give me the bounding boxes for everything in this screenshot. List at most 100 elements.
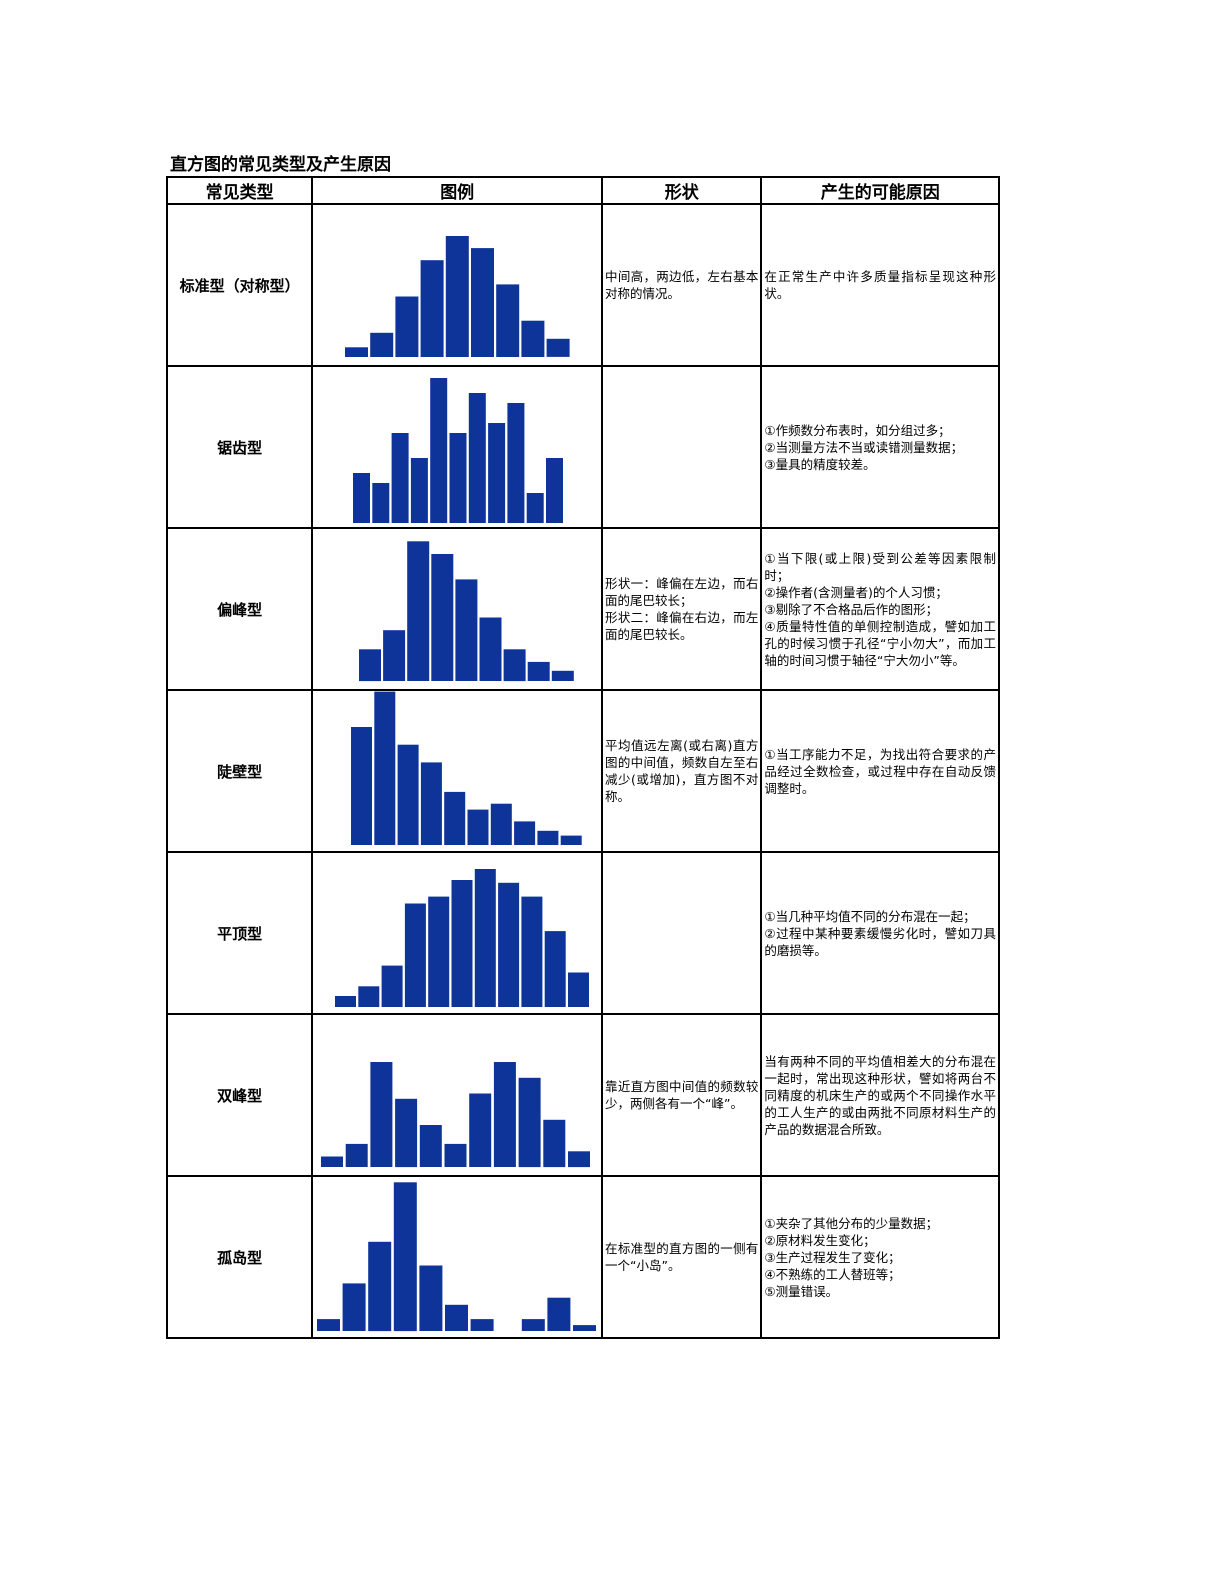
cause-description: ①夹杂了其他分布的少量数据； ②原材料发生变化； ③生产过程发生了变化； ④不熟练的工… [760, 1175, 1000, 1339]
histogram-bar [317, 1319, 341, 1331]
histogram-bar [521, 896, 543, 1007]
histogram-bar [397, 744, 419, 845]
histogram-bar [395, 1098, 418, 1168]
histogram-bar [545, 931, 567, 1007]
cause-line: ④不熟练的工人替班等； [764, 1266, 901, 1282]
table-row: 标准型（对称型） 中间高，两边低，左右基本对称的情况。 在正常生产中许多质量指标呈现… [165, 203, 1000, 367]
histogram-bar [573, 1325, 597, 1331]
histogram-bar [471, 248, 495, 357]
histogram-type-name: 孤岛型 [165, 1175, 314, 1339]
cause-line: ①夹杂了其他分布的少量数据； [764, 1215, 939, 1231]
cause-line: ②过程中某种要素缓慢劣化时，譬如刀具的磨损等。 [764, 925, 996, 958]
header-row: 常见类型 图例 形状 产生的可能原因 [165, 176, 1000, 205]
histogram-bar [469, 393, 487, 523]
histogram-bar [470, 1319, 494, 1331]
histogram-bar [431, 554, 454, 681]
histogram-bar [522, 1319, 546, 1331]
histogram-bar [488, 423, 506, 523]
histogram-type-name: 偏峰型 [165, 527, 314, 691]
histogram-bar [552, 670, 575, 681]
histogram-bar [479, 617, 502, 681]
cause-line: ②操作者(含测量者)的个人习惯； [764, 584, 948, 600]
cause-description: ①当工序能力不足，为找出符合要求的产品经过全数检查，或过程中存在自动反馈调整时。 [760, 689, 1000, 853]
histogram-bar [446, 236, 470, 357]
histogram-chart [317, 1182, 597, 1332]
cause-description: ①当下限(或上限)受到公差等因素限制时； ②操作者(含测量者)的个人习惯； ③剔除了… [760, 527, 1000, 691]
shape-line: 形状二：峰偏在右边，而左面的尾巴较长。 [605, 610, 759, 642]
histogram-example-cell [311, 527, 604, 691]
histogram-example-cell [311, 365, 604, 529]
histogram-chart [359, 541, 575, 682]
histogram-bar [346, 1143, 369, 1167]
cause-line: ①当下限(或上限)受到公差等因素限制时； [764, 550, 996, 583]
histogram-bar [537, 830, 559, 845]
histogram-type-name: 双峰型 [165, 1013, 314, 1177]
histogram-bar [405, 903, 427, 1007]
histogram-bar [568, 1151, 591, 1168]
histogram-bar [444, 791, 466, 845]
cause-line: ③剔除了不合格品后作的图形； [764, 601, 939, 617]
histogram-bar [430, 378, 448, 523]
histogram-bar [358, 986, 380, 1007]
cause-line: ①当几种平均值不同的分布混在一起； [764, 908, 976, 924]
histogram-bar [444, 1143, 467, 1167]
shape-line: 平均值远左离(或右离)直方图的中间值，频数自左至右减少(或增加)，直方图不对称。 [605, 738, 759, 804]
histogram-bar [391, 433, 409, 523]
shape-line: 在标准型的直方图的一侧有一个“小岛”。 [605, 1241, 759, 1273]
histogram-bar [372, 483, 390, 523]
cause-description: 在正常生产中许多质量指标呈现这种形状。 [760, 203, 1000, 367]
histogram-bar [419, 1265, 443, 1331]
histogram-bar [546, 458, 564, 523]
histogram-bar [381, 965, 403, 1007]
histogram-example-cell [311, 851, 604, 1015]
histogram-bar [491, 803, 513, 845]
histogram-types-table: 常见类型 图例 形状 产生的可能原因 标准型（对称型） 中间高，两边低，左右基本对… [165, 176, 1000, 1339]
histogram-bar [321, 1156, 344, 1167]
table-row: 偏峰型 形状一：峰偏在左边，而右面的尾巴较长； 形状二：峰偏在右边，而左面的尾巴较长… [165, 527, 1000, 691]
shape-description: 形状一：峰偏在左边，而右面的尾巴较长； 形状二：峰偏在右边，而左面的尾巴较长。 [601, 527, 763, 691]
header-example: 图例 [311, 176, 604, 205]
document-title: 直方图的常见类型及产生原因 [170, 155, 391, 175]
cause-line: ③量具的精度较差。 [764, 456, 876, 472]
histogram-example-cell [311, 203, 604, 367]
cause-line: ②原材料发生变化； [764, 1232, 876, 1248]
cause-line: 当有两种不同的平均值相差大的分布混在一起时，常出现这种形状，譬如将两台不同精度的… [764, 1053, 996, 1137]
histogram-example-cell [311, 1175, 604, 1339]
shape-description: 靠近直方图中间值的频数较少，两侧各有一个“峰”。 [601, 1013, 763, 1177]
histogram-bar [407, 541, 430, 681]
histogram-bar [428, 896, 450, 1007]
histogram-bar [374, 691, 396, 845]
histogram-bar [342, 1283, 366, 1331]
cause-line: ④质量特性值的单侧控制造成，譬如加工孔的时候习惯于孔径“宁小勿大”，而加工轴的时… [764, 618, 996, 668]
histogram-bar [359, 649, 382, 682]
table-row: 陡壁型 平均值远左离(或右离)直方图的中间值，频数自左至右减少(或增加)，直方图不… [165, 689, 1000, 853]
histogram-type-name: 平顶型 [165, 851, 314, 1015]
cause-description: ①作频数分布表时，如分组过多； ②当测量方法不当或读错测量数据； ③量具的精度较差。 [760, 365, 1000, 529]
histogram-bar [469, 1093, 492, 1167]
histogram-bar [451, 880, 473, 1007]
table-row: 锯齿型 ①作频数分布表时，如分组过多； ②当测量方法不当或读错测量数据； ③量具的精度… [165, 365, 1000, 529]
table-row: 双峰型 靠近直方图中间值的频数较少，两侧各有一个“峰”。 当有两种不同的平均值相差大… [165, 1013, 1000, 1177]
histogram-bar [345, 347, 369, 357]
histogram-bar [475, 869, 497, 1007]
shape-line: 中间高，两边低，左右基本对称的情况。 [605, 269, 759, 301]
histogram-bar [420, 260, 444, 357]
histogram-bar [368, 1241, 392, 1332]
histogram-bar [498, 882, 520, 1007]
histogram-bar [445, 1304, 469, 1331]
shape-description: 在标准型的直方图的一侧有一个“小岛”。 [601, 1175, 763, 1339]
histogram-bar [494, 1062, 517, 1167]
shape-line: 形状一：峰偏在左边，而右面的尾巴较长； [605, 576, 759, 608]
shape-description [601, 851, 763, 1015]
histogram-bar [455, 579, 478, 681]
histogram-example-cell [311, 689, 604, 853]
cause-line: ①作频数分布表时，如分组过多； [764, 422, 951, 438]
histogram-bar [496, 284, 520, 357]
shape-description [601, 365, 763, 529]
histogram-bar [449, 433, 467, 523]
histogram-bar [383, 630, 406, 681]
histogram-chart [351, 691, 583, 845]
cause-description: ①当几种平均值不同的分布混在一起； ②过程中某种要素缓慢劣化时，譬如刀具的磨损等。 [760, 851, 1000, 1015]
cause-description: 当有两种不同的平均值相差大的分布混在一起时，常出现这种形状，譬如将两台不同精度的… [760, 1013, 1000, 1177]
histogram-bar [507, 403, 525, 523]
